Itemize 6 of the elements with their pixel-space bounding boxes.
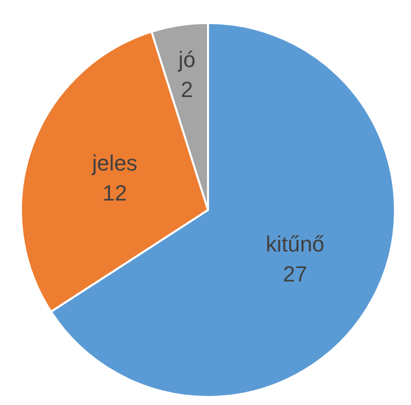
data-label: 2 (180, 77, 193, 102)
data-label: 27 (282, 261, 308, 286)
slice-label: kitűnő (266, 231, 324, 256)
slice-label: jeles (91, 150, 138, 176)
slice-label: jó (177, 47, 196, 72)
data-label: 12 (102, 180, 127, 206)
